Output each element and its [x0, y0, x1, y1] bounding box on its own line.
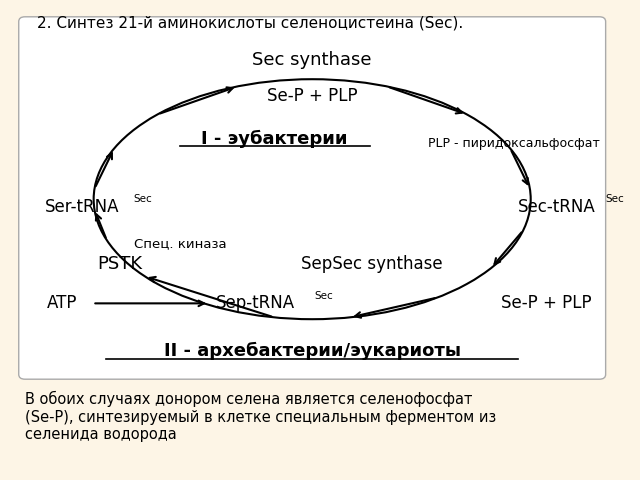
FancyBboxPatch shape: [19, 17, 605, 379]
Text: Sec synthase: Sec synthase: [252, 51, 372, 69]
Text: Sec-tRNA: Sec-tRNA: [518, 198, 596, 216]
Text: PSTK: PSTK: [97, 255, 142, 273]
Text: Se-P + PLP: Se-P + PLP: [501, 294, 591, 312]
Text: Спец. киназа: Спец. киназа: [134, 237, 227, 251]
Text: Sec: Sec: [133, 194, 152, 204]
Text: Sep-tRNA: Sep-tRNA: [216, 294, 294, 312]
Text: I - эубактерии: I - эубактерии: [202, 130, 348, 148]
Text: ATP: ATP: [47, 294, 77, 312]
Text: Se-P + PLP: Se-P + PLP: [267, 87, 358, 105]
Text: В обоих случаях донором селена является селенофосфат
(Se-P), синтезируемый в кле: В обоих случаях донором селена является …: [25, 391, 496, 442]
Text: II - архебактерии/эукариоты: II - архебактерии/эукариоты: [164, 342, 461, 360]
Text: Sec: Sec: [314, 291, 333, 301]
Text: SepSec synthase: SepSec synthase: [301, 255, 442, 273]
Text: PLP - пиридоксальфосфат: PLP - пиридоксальфосфат: [428, 137, 600, 151]
Text: Sec: Sec: [605, 194, 625, 204]
Text: Ser-tRNA: Ser-tRNA: [45, 198, 120, 216]
Text: 2. Синтез 21-й аминокислоты селеноцистеина (Sec).: 2. Синтез 21-й аминокислоты селеноцистеи…: [38, 15, 464, 30]
